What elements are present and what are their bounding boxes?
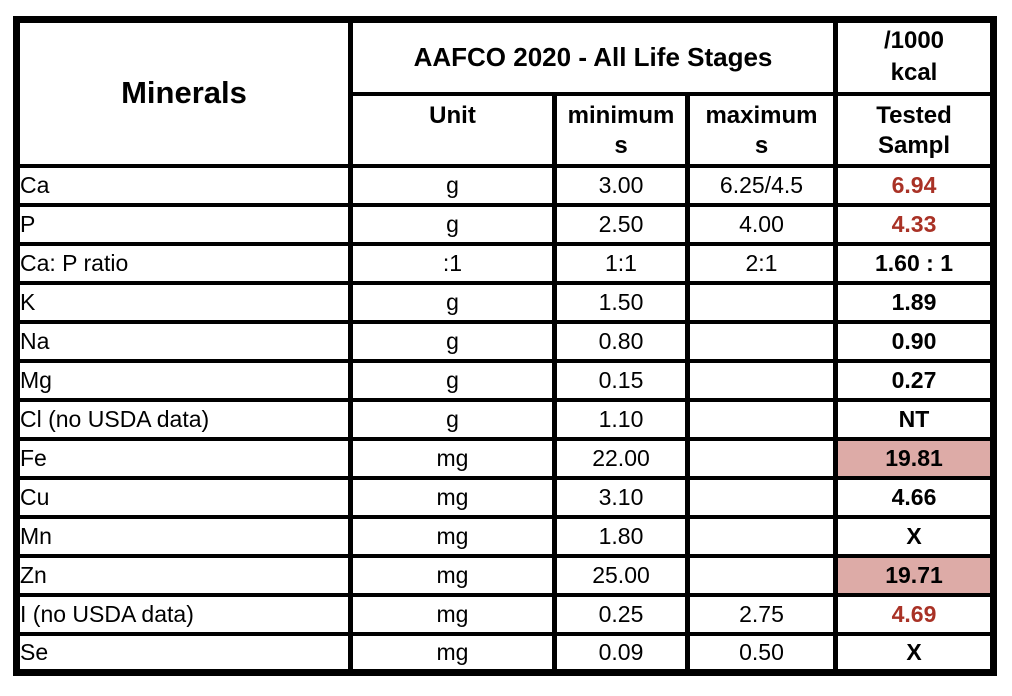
per-1000kcal-header: /1000 kcal <box>833 17 996 96</box>
mineral-name: Cu <box>14 475 353 519</box>
unit-value: g <box>348 280 557 324</box>
table-row: Cl (no USDA data) g 1.10 NT <box>14 397 996 441</box>
tested-value: 4.66 <box>833 475 996 519</box>
mineral-name: P <box>14 202 353 246</box>
table-row: Cu mg 3.10 4.66 <box>14 475 996 519</box>
tested-value: 4.69 <box>833 592 996 636</box>
table-row: Na g 0.80 0.90 <box>14 319 996 363</box>
mineral-name: Ca: P ratio <box>14 241 353 285</box>
maximum-value: 0.50 <box>685 631 838 675</box>
tested-value: X <box>833 514 996 558</box>
mineral-name: Fe <box>14 436 353 480</box>
tested-value: 4.33 <box>833 202 996 246</box>
unit-value: g <box>348 397 557 441</box>
maximum-value <box>685 475 838 519</box>
mineral-name: Zn <box>14 553 353 597</box>
minimum-value: 0.15 <box>552 358 690 402</box>
minimums-line2: s <box>614 131 628 159</box>
table-row: Mg g 0.15 0.27 <box>14 358 996 402</box>
minimum-value: 1:1 <box>552 241 690 285</box>
tested-value: X <box>833 631 996 675</box>
tested-value: 19.71 <box>833 553 996 597</box>
unit-value: mg <box>348 631 557 675</box>
maximum-value <box>685 319 838 363</box>
maximum-value <box>685 280 838 324</box>
table-row: Ca g 3.00 6.25/4.5 6.94 <box>14 163 996 207</box>
table-row: Se mg 0.09 0.50 X <box>14 631 996 675</box>
tested-value: 1.60 : 1 <box>833 241 996 285</box>
maximum-value <box>685 397 838 441</box>
unit-value: mg <box>348 514 557 558</box>
minerals-table-wrap: Minerals AAFCO 2020 - All Life Stages /1… <box>13 16 997 676</box>
unit-value: g <box>348 163 557 207</box>
unit-value: mg <box>348 553 557 597</box>
minimum-value: 1.80 <box>552 514 690 558</box>
mineral-name: Mn <box>14 514 353 558</box>
maximum-value <box>685 436 838 480</box>
per-1000kcal-line2: kcal <box>890 59 938 87</box>
header-row-sub: Unit minimum s maximum s Tested Sampl <box>17 91 996 168</box>
maximums-column-header: maximum s <box>685 91 838 168</box>
unit-value: g <box>348 319 557 363</box>
maximum-value: 4.00 <box>685 202 838 246</box>
mineral-name: Ca <box>14 163 353 207</box>
maximum-value <box>685 553 838 597</box>
tested-value: 19.81 <box>833 436 996 480</box>
mineral-name: Se <box>14 631 353 675</box>
minimum-value: 22.00 <box>552 436 690 480</box>
minimum-value: 0.25 <box>552 592 690 636</box>
tested-sample-line1: Tested <box>876 101 952 129</box>
minerals-table: Minerals AAFCO 2020 - All Life Stages /1… <box>13 16 997 676</box>
unit-value: mg <box>348 436 557 480</box>
unit-value: mg <box>348 475 557 519</box>
tested-value: NT <box>833 397 996 441</box>
minimum-value: 2.50 <box>552 202 690 246</box>
table-row: Ca: P ratio:1 1:1 2:1 1.60 : 1 <box>14 241 996 285</box>
mineral-name: Cl (no USDA data) <box>14 397 353 441</box>
maximum-value <box>685 514 838 558</box>
table-row: Fe mg 22.00 19.81 <box>14 436 996 480</box>
maximum-value: 6.25/4.5 <box>685 163 838 207</box>
maximum-value: 2:1 <box>685 241 838 285</box>
table-row: I (no USDA data) mg 0.25 2.75 4.69 <box>14 592 996 636</box>
aafco-group-header: AAFCO 2020 - All Life Stages <box>348 17 838 96</box>
tested-value: 0.27 <box>833 358 996 402</box>
minimums-column-header: minimum s <box>552 91 690 168</box>
tested-value: 0.90 <box>833 319 996 363</box>
minimum-value: 0.09 <box>552 631 690 675</box>
maximum-value: 2.75 <box>685 592 838 636</box>
unit-value: mg <box>348 592 557 636</box>
table-row: Mn mg 1.80 X <box>14 514 996 558</box>
header-row-top: Minerals AAFCO 2020 - All Life Stages /1… <box>14 17 996 168</box>
minimums-line1: minimum <box>567 101 675 129</box>
tested-value: 6.94 <box>833 163 996 207</box>
unit-value: g <box>348 358 557 402</box>
minimum-value: 1.50 <box>552 280 690 324</box>
per-1000kcal-line1: /1000 <box>883 26 945 54</box>
maximums-line2: s <box>754 131 769 159</box>
mineral-name: K <box>14 280 353 324</box>
minimum-value: 0.80 <box>552 319 690 363</box>
mineral-name: Mg <box>14 358 353 402</box>
table-row: Zn mg 25.00 19.71 <box>14 553 996 597</box>
mineral-name: Na <box>14 319 353 363</box>
tested-sample-column-header: Tested Sampl <box>833 91 996 168</box>
minimum-value: 3.00 <box>552 163 690 207</box>
tested-value: 1.89 <box>833 280 996 324</box>
unit-value: :1 <box>348 241 557 285</box>
minimum-value: 1.10 <box>552 397 690 441</box>
tested-sample-line2: Sampl <box>877 131 951 159</box>
minimum-value: 25.00 <box>552 553 690 597</box>
maximum-value <box>685 358 838 402</box>
minerals-column-header: Minerals <box>14 17 353 168</box>
mineral-name: I (no USDA data) <box>14 592 353 636</box>
unit-value: g <box>348 202 557 246</box>
minimum-value: 3.10 <box>552 475 690 519</box>
maximums-line1: maximum <box>705 101 818 129</box>
unit-column-header: Unit <box>348 91 557 168</box>
